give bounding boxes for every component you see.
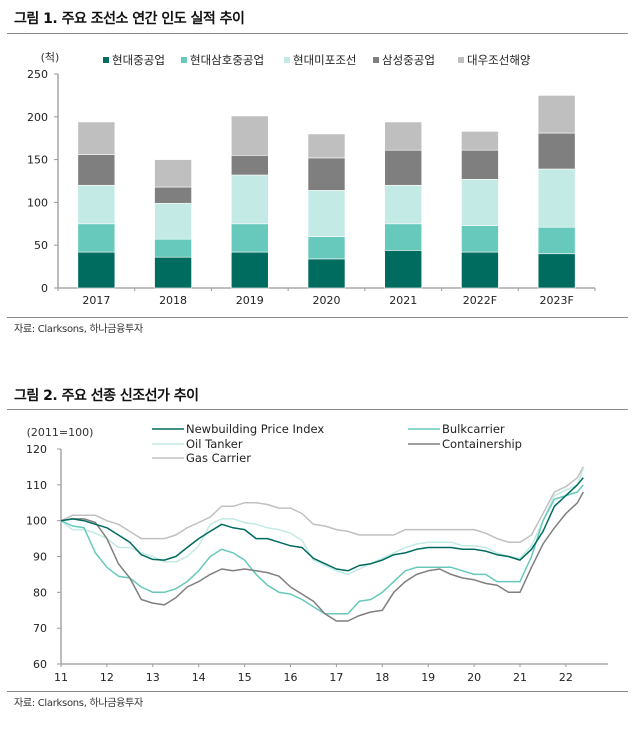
- bar-2023F-현대미포조선: [537, 168, 576, 228]
- y-tick-label: 0: [41, 282, 48, 295]
- x-tick-label: 19: [421, 671, 435, 684]
- y-tick-label: 200: [27, 111, 48, 124]
- x-tick-label: 2022F: [463, 294, 497, 307]
- figure1-source-divider: [7, 317, 628, 318]
- bar-2021-현대중공업: [384, 250, 423, 289]
- x-tick-label: 18: [375, 671, 389, 684]
- y-tick-label: 100: [27, 196, 48, 209]
- x-tick-label: 20: [467, 671, 481, 684]
- bar-2019-현대삼호중공업: [230, 223, 269, 253]
- bar-2018-현대삼호중공업: [154, 238, 192, 258]
- bar-2022F-대우조선해양: [461, 131, 499, 151]
- legend-swatch-현대중공업: [103, 57, 109, 63]
- bar-2019-현대미포조선: [230, 174, 269, 225]
- x-tick-label: 16: [284, 671, 298, 684]
- x-tick-label: 12: [100, 671, 114, 684]
- figure2-source: 자료: Clarksons, 하나금융투자: [14, 698, 143, 709]
- bar-2018-삼성중공업: [154, 186, 192, 204]
- y-tick-label: 110: [26, 479, 47, 492]
- line-series-newbuilding-price-index: [60, 477, 584, 572]
- bar-2017-현대미포조선: [77, 184, 116, 225]
- bar-2017-현대중공업: [77, 251, 116, 289]
- bar-2022F-현대미포조선: [461, 178, 499, 226]
- y-axis-unit-label: (척): [41, 51, 60, 64]
- y-tick-label: 70: [33, 622, 47, 635]
- line-series-containership: [60, 491, 584, 622]
- x-tick-label: 2023F: [539, 294, 573, 307]
- legend-label-현대중공업: 현대중공업: [112, 53, 165, 67]
- x-tick-label: 2019: [236, 294, 264, 307]
- x-tick-label: 2018: [159, 294, 187, 307]
- legend-swatch-현대미포조선: [284, 57, 290, 63]
- bar-2020-현대중공업: [307, 258, 346, 289]
- x-tick-label: 17: [329, 671, 343, 684]
- line-series-oil-tanker: [60, 468, 585, 576]
- y-tick-label: 90: [33, 551, 47, 564]
- bar-2020-삼성중공업: [307, 157, 346, 191]
- x-tick-label: 14: [192, 671, 206, 684]
- bar-2019-대우조선해양: [230, 115, 269, 156]
- y-tick-label: 120: [26, 443, 47, 456]
- legend-label-대우조선해양: 대우조선해양: [467, 53, 531, 67]
- bar-2023F-대우조선해양: [537, 95, 576, 134]
- bar-2021-현대삼호중공업: [384, 223, 423, 251]
- bar-2017-삼성중공업: [77, 154, 116, 186]
- x-tick-label: 13: [146, 671, 160, 684]
- figure2-title-divider: [7, 409, 628, 410]
- bar-2020-대우조선해양: [307, 133, 346, 159]
- x-tick-label: 2017: [82, 294, 110, 307]
- bar-2019-삼성중공업: [230, 155, 269, 176]
- x-tick-label: 2020: [313, 294, 341, 307]
- bar-2023F-현대중공업: [537, 253, 576, 289]
- bar-2020-현대미포조선: [307, 190, 346, 237]
- legend-swatch-현대삼호중공업: [181, 57, 187, 63]
- bar-2022F-현대중공업: [461, 251, 499, 289]
- bar-2018-현대중공업: [154, 256, 192, 289]
- figure2-title: 그림 2. 주요 선종 신조선가 추이: [14, 388, 199, 404]
- y-tick-label: 80: [33, 586, 47, 599]
- bar-2017-대우조선해양: [77, 121, 116, 155]
- legend-label-oil-tanker: Oil Tanker: [186, 437, 243, 451]
- figure2-line-chart: (2011=100) Newbuilding Price Index Bulkcar…: [26, 422, 608, 684]
- legend-swatch-삼성중공업: [373, 57, 379, 63]
- y-tick-label: 100: [26, 515, 47, 528]
- legend-label-현대미포조선: 현대미포조선: [293, 53, 356, 67]
- legend-label-현대삼호중공업: 현대삼호중공업: [190, 53, 264, 67]
- bar-2018-대우조선해양: [154, 159, 192, 188]
- x-tick-label: 22: [559, 671, 573, 684]
- x-tick-label: 21: [513, 671, 527, 684]
- bar-2020-현대삼호중공업: [307, 236, 346, 260]
- legend-label-newbuilding-price-index: Newbuilding Price Index: [186, 422, 324, 436]
- bar-2018-현대미포조선: [154, 202, 192, 240]
- legend-label-삼성중공업: 삼성중공업: [382, 53, 435, 67]
- bar-2022F-삼성중공업: [461, 149, 499, 180]
- figure1-stacked-bar-chart: (척) 현대중공업 현대삼호중공업 현대미포조선 삼성중공업 대우조선해양 0 50 100 15…: [27, 51, 596, 307]
- x-tick-label: 15: [238, 671, 252, 684]
- y-tick-label: 50: [34, 239, 48, 252]
- bar-2021-현대미포조선: [384, 184, 423, 225]
- bar-2021-삼성중공업: [384, 149, 423, 186]
- legend-swatch-대우조선해양: [458, 57, 464, 63]
- legend-label-gas-carrier: Gas Carrier: [186, 451, 251, 465]
- y-tick-label: 60: [33, 658, 47, 671]
- figure1-title: 그림 1. 주요 조선소 연간 인도 실적 추이: [14, 11, 245, 27]
- x-tick-label: 2021: [389, 294, 417, 307]
- bar-2021-대우조선해양: [384, 121, 423, 151]
- bar-2022F-현대삼호중공업: [461, 225, 499, 253]
- y-axis-unit-label: (2011=100): [27, 426, 94, 439]
- legend-label-bulkcarrier: Bulkcarrier: [442, 422, 505, 436]
- bar-2019-현대중공업: [230, 251, 269, 289]
- figure2-source-divider: [7, 691, 628, 692]
- x-tick-label: 11: [54, 671, 68, 684]
- bar-2023F-현대삼호중공업: [537, 226, 576, 255]
- bar-2023F-삼성중공업: [537, 132, 576, 170]
- figure1-title-divider: [7, 33, 628, 34]
- y-tick-label: 250: [27, 68, 48, 81]
- bar-2017-현대삼호중공업: [77, 223, 116, 253]
- figure1-source: 자료: Clarksons, 하나금융투자: [14, 324, 143, 335]
- y-tick-label: 150: [27, 154, 48, 167]
- line-series-gas-carrier: [60, 466, 584, 543]
- legend-label-containership: Containership: [442, 437, 522, 451]
